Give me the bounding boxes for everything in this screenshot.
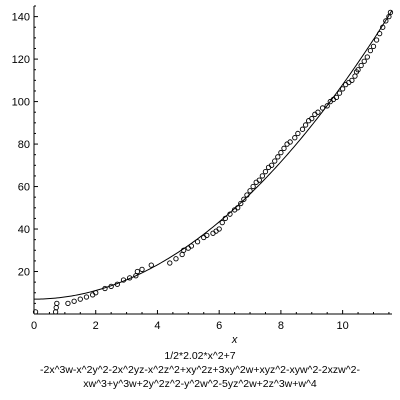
x-tick-label: 10 bbox=[336, 320, 348, 332]
y-tick-labels: 20 40 60 80 100 120 140 bbox=[12, 12, 30, 279]
data-point bbox=[262, 169, 269, 175]
x-tick-label: 8 bbox=[278, 320, 284, 332]
data-point bbox=[227, 211, 233, 217]
y-tick-label: 140 bbox=[12, 12, 30, 24]
caption-polynomial-line-2: xw^3+y^3w+2y^2z^2-y^2w^2-5yz^2w+2z^3w+w^… bbox=[83, 378, 317, 390]
data-point bbox=[54, 300, 60, 307]
data-points bbox=[32, 9, 394, 315]
y-tick-label: 40 bbox=[18, 224, 30, 236]
data-point bbox=[194, 239, 201, 245]
data-point bbox=[370, 43, 377, 50]
data-point bbox=[275, 154, 281, 160]
data-point bbox=[53, 304, 59, 311]
data-point bbox=[364, 54, 370, 60]
data-point bbox=[120, 277, 127, 283]
fitted-curve bbox=[33, 10, 393, 300]
data-point bbox=[93, 290, 99, 296]
y-tick-label: 60 bbox=[18, 182, 30, 194]
data-point bbox=[250, 183, 256, 190]
data-point bbox=[349, 77, 355, 83]
data-point bbox=[77, 296, 83, 302]
data-point bbox=[52, 309, 59, 315]
data-point bbox=[114, 281, 120, 287]
data-point bbox=[309, 115, 315, 122]
data-point bbox=[256, 177, 262, 183]
data-point bbox=[167, 260, 173, 266]
y-tick-label: 80 bbox=[18, 139, 30, 151]
data-point bbox=[352, 73, 358, 79]
data-point bbox=[134, 268, 141, 275]
data-point bbox=[179, 251, 185, 258]
x-tick-label: 4 bbox=[154, 320, 160, 332]
data-point bbox=[380, 24, 386, 30]
data-point bbox=[355, 67, 361, 73]
data-point bbox=[216, 226, 222, 232]
data-point bbox=[222, 215, 228, 222]
data-point bbox=[281, 145, 287, 151]
x-tick-label: 6 bbox=[216, 320, 222, 332]
data-point bbox=[127, 275, 133, 281]
data-point bbox=[319, 105, 326, 111]
data-point bbox=[148, 262, 154, 268]
data-point bbox=[361, 58, 367, 64]
data-point bbox=[373, 37, 380, 43]
data-point bbox=[358, 62, 364, 69]
data-point bbox=[219, 220, 225, 226]
x-tick-label: 0 bbox=[31, 320, 37, 332]
data-point bbox=[339, 86, 346, 92]
data-point bbox=[367, 47, 374, 54]
data-point bbox=[173, 256, 179, 262]
x-axis-label: x bbox=[231, 334, 238, 346]
data-point bbox=[241, 196, 247, 202]
data-point bbox=[247, 188, 253, 194]
data-point bbox=[108, 283, 114, 290]
data-point bbox=[315, 109, 321, 115]
data-point bbox=[333, 94, 340, 100]
data-point bbox=[181, 247, 187, 253]
data-point bbox=[235, 205, 241, 211]
data-point bbox=[377, 30, 383, 37]
data-point bbox=[83, 294, 90, 300]
data-point bbox=[188, 243, 195, 249]
data-point bbox=[71, 298, 77, 304]
data-point bbox=[292, 135, 298, 141]
data-point bbox=[295, 130, 301, 137]
data-point bbox=[299, 126, 306, 132]
data-point bbox=[336, 90, 343, 96]
data-point bbox=[139, 266, 145, 273]
data-point bbox=[302, 122, 309, 128]
data-point bbox=[238, 200, 244, 207]
data-point bbox=[383, 18, 389, 24]
data-point bbox=[244, 192, 250, 198]
data-point bbox=[278, 149, 284, 156]
data-point bbox=[204, 232, 210, 239]
data-point bbox=[387, 9, 394, 16]
y-tick-label: 20 bbox=[18, 267, 30, 279]
data-point bbox=[65, 300, 71, 307]
caption-expression: 1/2*2.02*x^2+7 bbox=[164, 350, 236, 362]
y-tick-label: 100 bbox=[12, 97, 30, 109]
y-tick-label: 120 bbox=[12, 54, 30, 66]
data-point bbox=[324, 103, 330, 109]
data-point bbox=[102, 285, 108, 292]
tick-marks bbox=[33, 5, 390, 315]
data-point bbox=[268, 162, 275, 168]
data-point bbox=[272, 158, 278, 164]
caption-polynomial-line-1: -2x^3w-x^2y^2-2x^2yz-x^2z^2+xy^2z+3xy^2w… bbox=[40, 364, 360, 376]
x-tick-labels: 0 2 4 6 8 10 bbox=[31, 320, 349, 332]
data-point bbox=[259, 173, 266, 179]
x-tick-label: 2 bbox=[93, 320, 99, 332]
data-point bbox=[287, 139, 293, 145]
data-point bbox=[32, 309, 39, 315]
